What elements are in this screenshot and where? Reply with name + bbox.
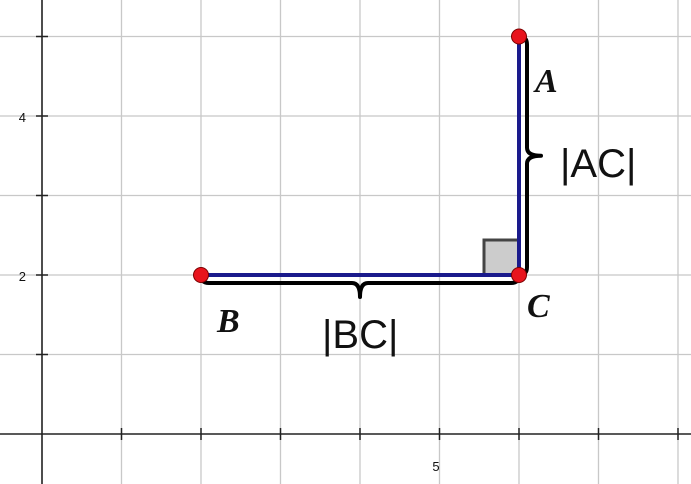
point-b [193,267,209,283]
brace-bc [199,273,521,299]
axis-ticks [36,35,679,440]
point-a [511,28,527,45]
y-tick-label-2: 2 [19,269,26,284]
point-label-c: C [527,288,550,325]
point-c [511,267,527,283]
triangle-segments [201,36,521,277]
brace-ac [517,34,543,277]
length-braces [199,34,543,299]
x-tick-label-5: 5 [432,459,439,474]
triangle-points [193,28,527,283]
point-label-a: A [533,63,558,100]
point-label-b: B [216,303,240,340]
length-label-ac: |AC| [560,142,636,186]
y-tick-label-4: 4 [19,110,26,125]
length-label-bc: |BC| [322,313,398,357]
